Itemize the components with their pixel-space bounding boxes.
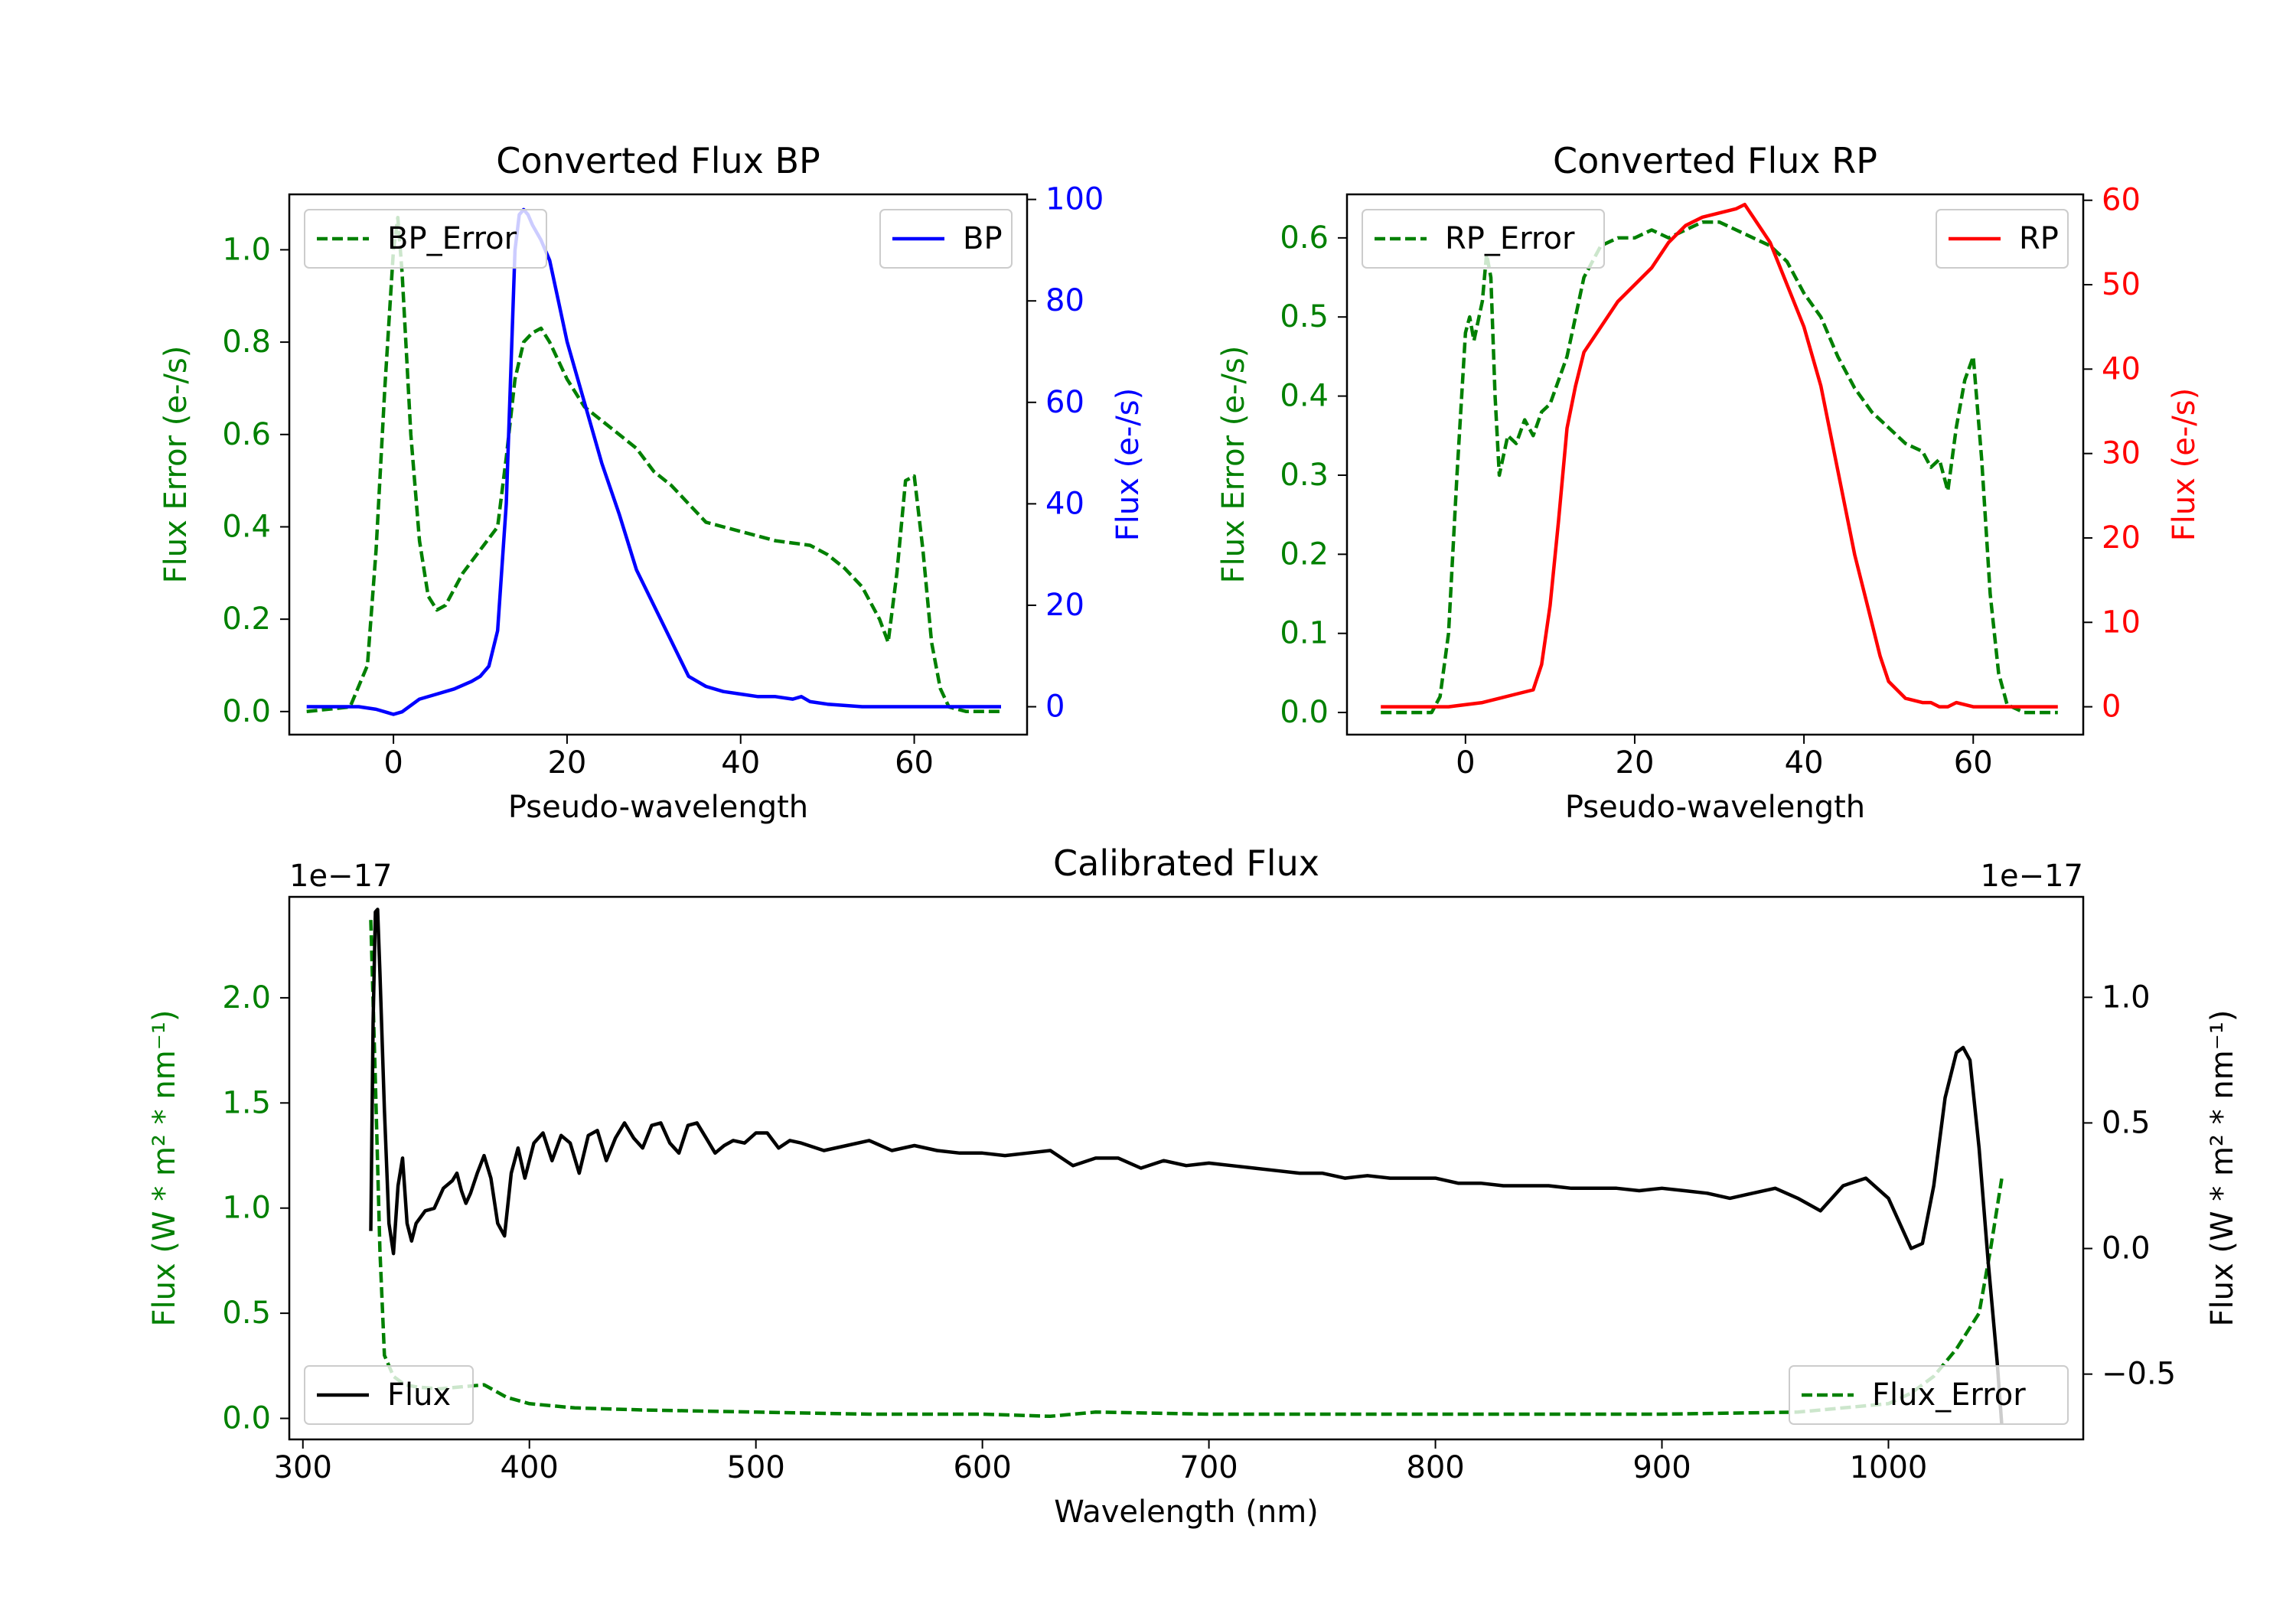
cal-xtick-label: 500 [726, 1450, 784, 1485]
cal-ytick-right-label: −0.5 [2102, 1357, 2176, 1392]
bp-legend-label: BP_Error [387, 221, 517, 256]
bp-ytick-right-label: 80 [1045, 283, 1084, 318]
bp-ytick-left-label: 1.0 [222, 232, 271, 267]
cal-x-axis-label: Wavelength (nm) [1054, 1495, 1319, 1530]
cal-y-axis-label-right: Flux (W * m² * nm⁻¹) [2205, 1010, 2240, 1327]
rp-ytick-right-label: 40 [2102, 351, 2141, 386]
cal-series-flux-error [369, 920, 2004, 1419]
rp-legend-label: RP [2019, 221, 2059, 256]
rp-legend-box [1936, 209, 2069, 269]
bp-ytick-right-label: 60 [1045, 385, 1084, 420]
bp-ytick-right-label: 40 [1045, 486, 1084, 521]
rp-y-axis-label-right: Flux (e-/s) [2167, 388, 2202, 541]
rp-xtick-label: 40 [1785, 745, 1824, 781]
rp-ytick-left-label: 0.6 [1280, 220, 1329, 256]
rp-ytick-right-label: 30 [2102, 436, 2141, 471]
cal-xtick-label: 600 [953, 1450, 1011, 1485]
rp-ytick-left-label: 0.3 [1280, 458, 1329, 493]
rp-ytick-right-label: 50 [2102, 267, 2141, 302]
bp-chart-title: Converted Flux BP [496, 140, 820, 181]
bp-chart: 0 20 40 60 0.0 0.2 0.4 0.6 0.8 1.0 0 20 40 60 80 100 Con… [158, 140, 1146, 825]
cal-plot-frame [288, 895, 2085, 1441]
rp-ytick-left-label: 0.2 [1280, 536, 1329, 572]
cal-ytick-right-label: 0.5 [2102, 1105, 2151, 1140]
cal-offset-label-left: 1e−17 [289, 859, 392, 894]
bp-ytick-right-label: 100 [1045, 182, 1104, 217]
rp-ytick-left-label: 0.5 [1280, 299, 1329, 334]
cal-y-axis-label-left: Flux (W * m² * nm⁻¹) [147, 1010, 182, 1327]
rp-series-rp [1381, 202, 2058, 709]
bp-legend-right: BP [879, 209, 1013, 269]
cal-ytick-right-label: 0.0 [2102, 1231, 2151, 1266]
bp-legend-label: BP [963, 221, 1003, 256]
cal-legend-box [304, 1365, 474, 1425]
rp-legend-label: RP_Error [1445, 221, 1575, 256]
rp-x-axis-label: Pseudo-wavelength [1565, 790, 1865, 825]
rp-y-axis-label-left: Flux Error (e-/s) [1216, 346, 1251, 584]
bp-xtick-label: 60 [895, 745, 934, 781]
rp-ytick-left-label: 0.4 [1280, 379, 1329, 414]
cal-legend-label: Flux_Error [1872, 1377, 2026, 1413]
rp-ytick-right-label: 20 [2102, 520, 2141, 556]
bp-plot-frame [288, 193, 1029, 736]
rp-ytick-left-label: 0.1 [1280, 616, 1329, 651]
rp-chart: 0 20 40 60 0.0 0.1 0.2 0.3 0.4 0.5 0.6 0 10 20 30 40 50 6… [1216, 140, 2202, 825]
cal-ytick-left-label: 1.5 [222, 1085, 271, 1120]
bp-y-axis-label-left: Flux Error (e-/s) [158, 346, 194, 584]
rp-ytick-right-label: 0 [2102, 689, 2121, 725]
cal-ytick-right-label: 1.0 [2102, 980, 2151, 1015]
bp-xtick-label: 40 [721, 745, 760, 781]
cal-legend-right: Flux_Error [1789, 1365, 2069, 1425]
rp-plot-frame [1345, 193, 2085, 736]
rp-ytick-left-label: 0.0 [1280, 695, 1329, 730]
cal-legend-box [1789, 1365, 2069, 1425]
rp-legend-right: RP [1936, 209, 2069, 269]
cal-xtick-label: 400 [501, 1450, 559, 1485]
bp-legend-box [304, 209, 547, 269]
rp-legend-left: RP_Error [1362, 209, 1605, 269]
cal-series-flux [369, 908, 2004, 1425]
cal-xtick-label: 900 [1632, 1450, 1691, 1485]
rp-ytick-right-label: 10 [2102, 605, 2141, 640]
bp-ytick-left-label: 0.6 [222, 417, 271, 452]
rp-xtick-label: 60 [1954, 745, 1993, 781]
rp-legend-box [1362, 209, 1605, 269]
rp-chart-title: Converted Flux RP [1553, 140, 1877, 181]
cal-xtick-label: 300 [274, 1450, 332, 1485]
cal-chart-title: Calibrated Flux [1053, 843, 1319, 884]
cal-ytick-left-label: 2.0 [222, 980, 271, 1015]
cal-legend-label: Flux [387, 1377, 451, 1413]
cal-offset-label-right: 1e−17 [1981, 859, 2083, 894]
bp-series-bp [306, 207, 1001, 716]
cal-xtick-label: 1000 [1850, 1450, 1928, 1485]
rp-series-group [1381, 202, 2058, 715]
cal-series-group [369, 908, 2004, 1425]
rp-xtick-label: 0 [1456, 745, 1475, 781]
bp-ytick-left-label: 0.0 [222, 694, 271, 729]
bp-x-axis-label: Pseudo-wavelength [508, 790, 808, 825]
cal-chart: 300 400 500 600 700 800 900 1000 0.0 0.5 1.0 1.5 2.0… [147, 843, 2240, 1530]
bp-series-bp-error [306, 215, 1001, 714]
bp-ytick-right-label: 0 [1045, 689, 1065, 725]
cal-ytick-left-label: 1.0 [222, 1191, 271, 1226]
cal-xtick-label: 700 [1179, 1450, 1238, 1485]
bp-legend-box [879, 209, 1013, 269]
bp-ytick-left-label: 0.2 [222, 601, 271, 637]
bp-xtick-label: 0 [383, 745, 403, 781]
bp-ytick-left-label: 0.8 [222, 324, 271, 360]
bp-xtick-label: 20 [547, 745, 586, 781]
cal-xtick-label: 800 [1406, 1450, 1464, 1485]
rp-xtick-label: 20 [1616, 745, 1655, 781]
rp-series-rp-error [1381, 220, 2058, 715]
cal-ytick-left-label: 0.5 [222, 1296, 271, 1331]
bp-series-group [306, 207, 1001, 716]
bp-legend-left: BP_Error [304, 209, 547, 269]
rp-ytick-right-label: 60 [2102, 183, 2141, 218]
bp-ytick-left-label: 0.4 [222, 509, 271, 544]
cal-legend-left: Flux [304, 1365, 474, 1425]
bp-ytick-right-label: 20 [1045, 588, 1084, 623]
cal-ytick-left-label: 0.0 [222, 1401, 271, 1436]
bp-y-axis-label-right: Flux (e-/s) [1110, 388, 1146, 541]
